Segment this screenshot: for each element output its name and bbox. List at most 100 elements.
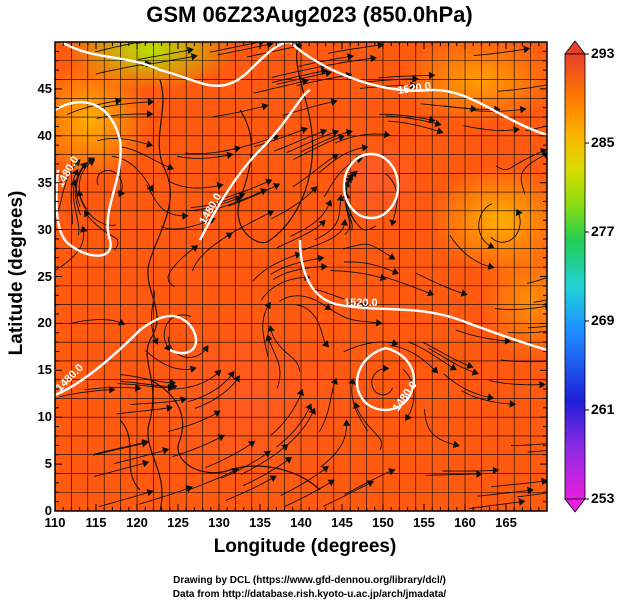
colorbar-tick-label: 253 [591,490,615,506]
streamline-arrow [382,364,390,373]
streamline-arrow [141,440,149,448]
axis-ticks [54,41,548,512]
streamline [72,179,80,236]
streamline [194,375,240,409]
y-tick-label: 30 [37,221,52,237]
streamline-arrow [310,186,318,194]
streamline-arrow [471,368,479,376]
streamline [59,389,115,398]
colorbar-tick-label: 261 [591,401,615,417]
streamline-arrow [509,400,517,408]
x-tick-label: 135 [249,515,271,530]
streamline-arrow [233,375,240,383]
streamline [57,159,81,211]
streamline [293,135,345,160]
streamline [168,180,223,189]
y-tick-label: 5 [44,456,52,472]
streamline [135,42,141,43]
streamline-arrow [300,126,308,134]
streamline [253,79,309,94]
streamline [138,486,193,505]
streamline-arrow [294,251,302,259]
streamline-arrow [388,252,396,260]
streamline-arrow [171,382,178,391]
streamline [93,441,149,455]
streamline-arrow [389,219,397,227]
colorbar-tick-label: 293 [591,45,615,61]
streamline-arrow [476,470,483,478]
streamline [490,209,521,243]
streamline [95,62,151,75]
streamline-arrow [412,75,419,83]
x-tick-label: 155 [413,515,435,530]
contour-label: 1520.0 [344,297,378,309]
streamline-arrow [182,212,189,220]
streamline-arrow [558,327,563,333]
streamline-arrow [281,443,289,451]
streamline [442,469,499,472]
streamline [269,325,301,372]
streamline [327,44,384,54]
streamline [151,289,158,345]
y-tick-label: 40 [37,127,52,143]
streamline-arrow [320,67,328,76]
streamline-arrow [261,103,269,111]
streamline-arrow [377,42,385,50]
streamline [137,48,194,60]
streamline-arrow [330,31,335,37]
streamline [167,336,209,358]
streamline [314,195,342,241]
streamline-arrow [348,377,356,385]
y-tick-label: 20 [37,315,52,331]
streamline [120,381,177,387]
streamline-arrow [267,325,275,332]
streamline [96,169,123,197]
streamline [146,184,188,217]
streamline [300,130,353,153]
streamline-arrow [75,189,84,197]
streamline-arrow [263,450,271,458]
streamline [478,203,495,249]
streamline-arrow [161,447,170,455]
y-tick-label: 45 [37,80,52,96]
streamline [271,186,318,220]
streamline-arrow [548,82,553,88]
streamline [190,193,246,208]
streamline [323,480,374,507]
chart-title: GSM 06Z23Aug2023 (850.0hPa) [146,2,473,27]
streamline [252,253,301,282]
streamline-arrow [518,498,526,506]
streamline-arrow [321,262,328,271]
streamline-arrow [227,370,235,379]
streamline-arrow [375,318,383,327]
streamline [276,219,326,249]
streamline [351,378,368,432]
streamline [425,473,482,477]
streamline-arrow [336,194,345,202]
streamline [74,162,87,216]
streamline [320,420,348,468]
streamline-arrow [325,199,333,207]
streamline-arrow [519,105,527,114]
streamline-arrow [391,267,400,275]
streamline [516,492,547,498]
streamline-arrow [327,479,335,487]
credit-drawing: Drawing by DCL (https://www.gfd-dennou.o… [173,575,446,586]
streamline [527,450,547,453]
streamline-arrow [187,46,194,55]
streamline-arrow [84,210,91,218]
streamline-arrow [410,81,417,90]
streamline-arrow [361,300,369,308]
streamline [169,369,222,390]
streamline [379,113,435,122]
streamline [343,261,399,274]
streamline [343,341,398,353]
streamline [449,235,494,268]
streamline [415,272,467,296]
streamline [378,74,435,79]
streamline-arrow [523,45,531,54]
streamline [477,489,534,497]
streamlines [55,31,563,510]
streamline [276,403,312,448]
